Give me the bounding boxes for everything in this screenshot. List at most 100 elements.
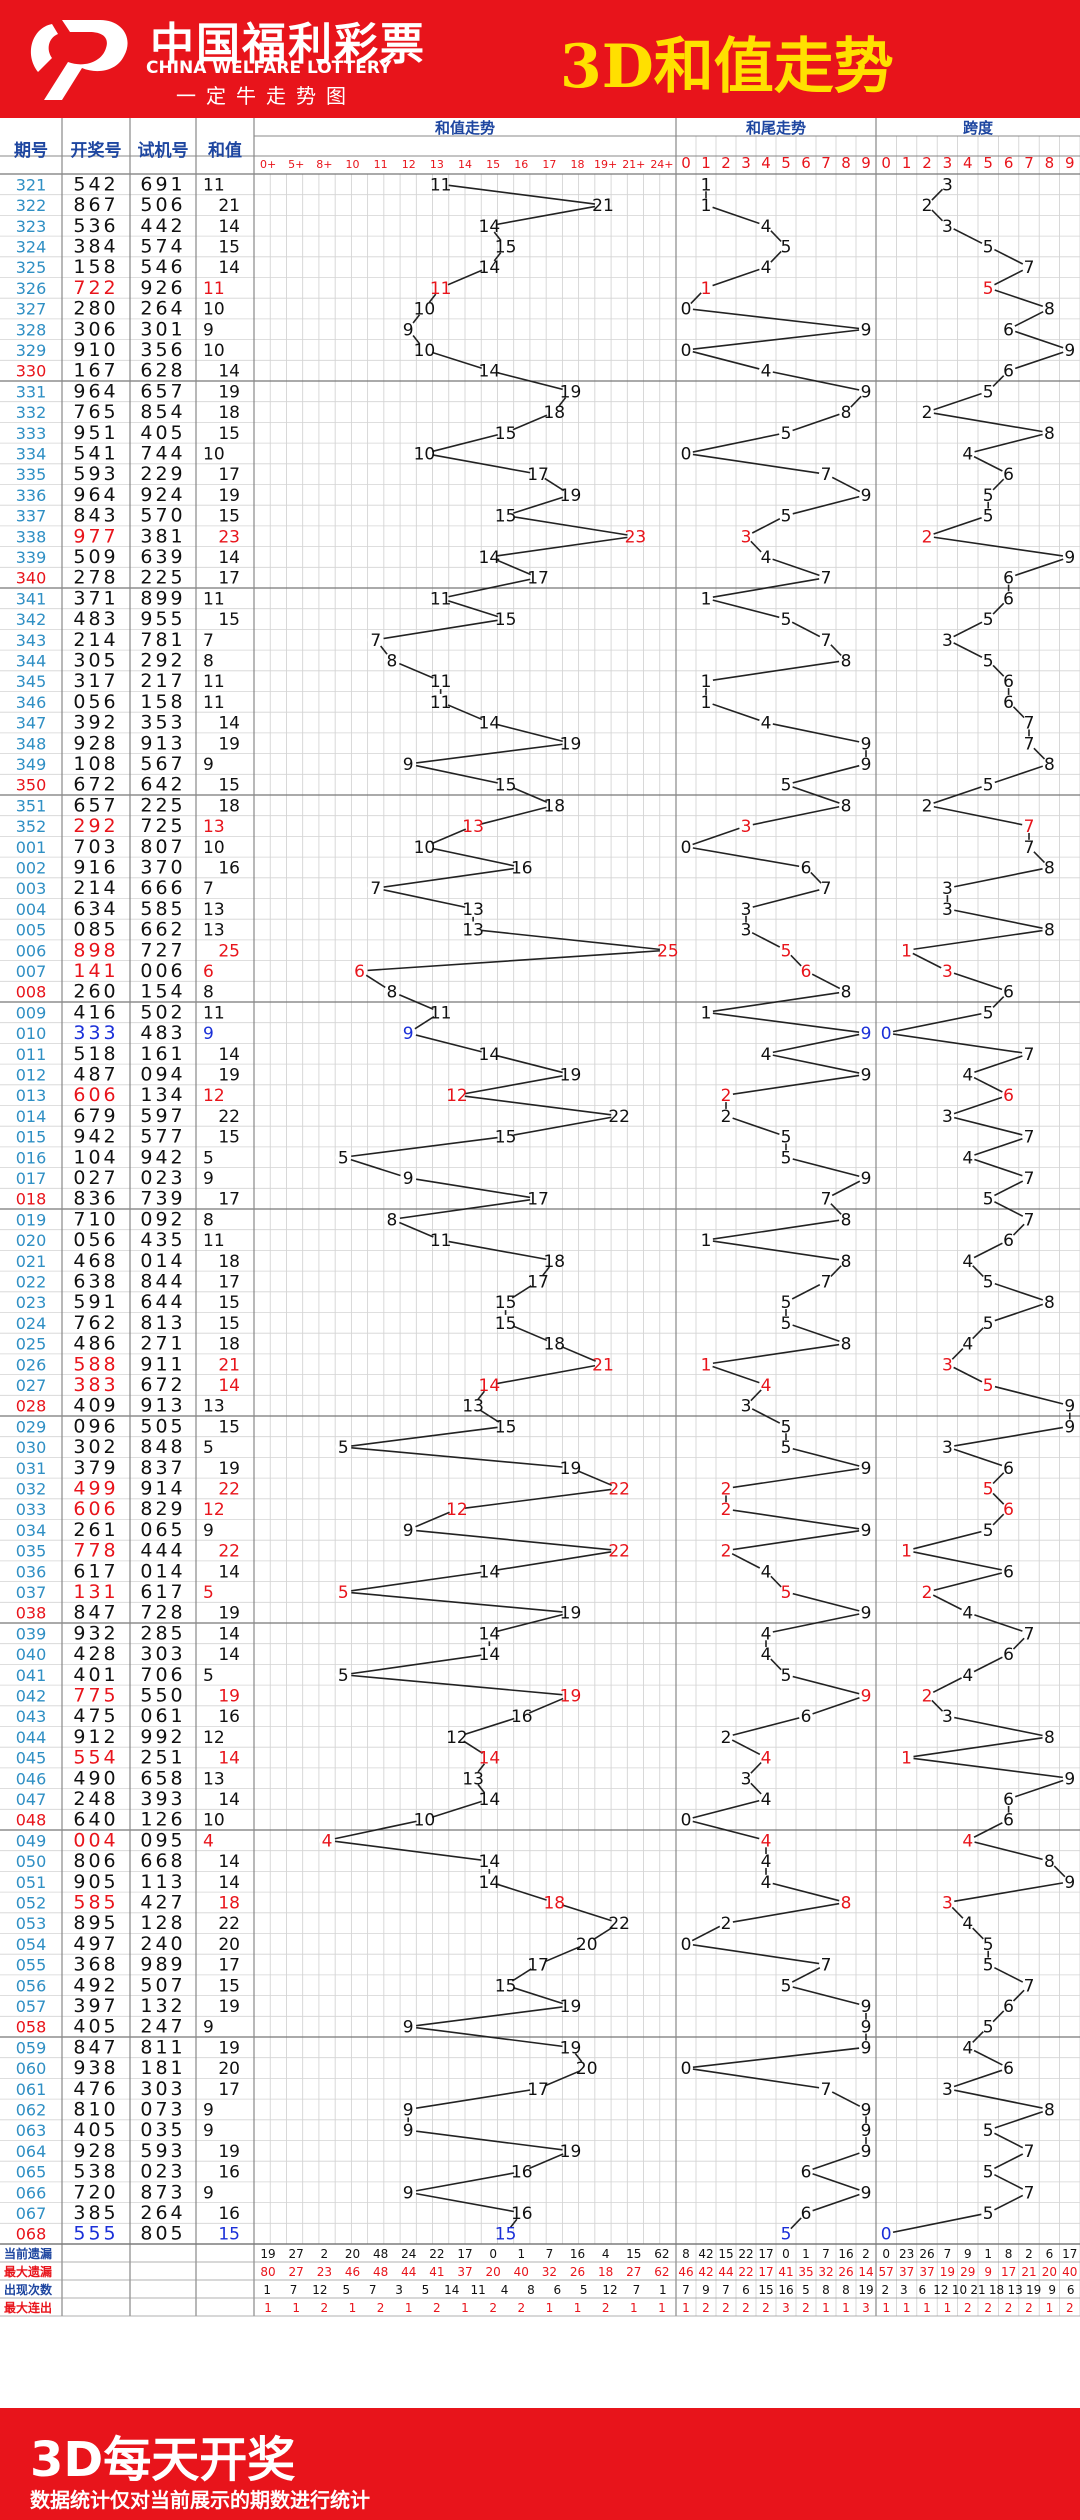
span-point xyxy=(899,1543,914,1558)
span-point xyxy=(1001,467,1016,482)
sum-point xyxy=(416,445,433,462)
span-point xyxy=(920,529,934,544)
sum-tick-label: 10 xyxy=(345,158,359,171)
sum-point-label: 22 xyxy=(608,1914,630,1934)
stats-sum-value: 1 xyxy=(517,2247,525,2261)
span-point-label: 5 xyxy=(983,2018,994,2038)
sum-value-cell: 14 xyxy=(218,1624,240,1644)
stats-span-value: 17 xyxy=(1001,2265,1016,2279)
test-number-cell: 873 xyxy=(140,2181,185,2203)
sum-point xyxy=(578,2060,595,2077)
sum-point xyxy=(432,176,449,193)
draw-number-cell: 554 xyxy=(73,1747,118,1769)
sum-value-cell: 15 xyxy=(218,1314,240,1334)
stats-span-value: 6 xyxy=(1067,2283,1075,2297)
sum-point xyxy=(400,2018,417,2035)
test-number-cell: 061 xyxy=(140,1705,185,1727)
span-point xyxy=(940,2081,955,2096)
tail-point xyxy=(719,1502,733,1517)
draw-number-cell: 720 xyxy=(73,2181,118,2203)
issue-cell: 006 xyxy=(16,941,47,960)
draw-number-cell: 384 xyxy=(73,235,118,257)
draw-number-cell: 428 xyxy=(73,1643,118,1665)
stats-sum-value: 32 xyxy=(542,2265,557,2279)
test-number-cell: 666 xyxy=(140,877,185,899)
span-point xyxy=(960,1667,975,1682)
span-point xyxy=(920,198,934,213)
issue-cell: 007 xyxy=(16,962,47,981)
draw-number-cell: 942 xyxy=(73,1126,118,1148)
sum-point xyxy=(400,1521,417,1538)
sum-point-label: 5 xyxy=(338,1583,349,1603)
tail-point-label: 1 xyxy=(701,1231,712,1251)
stats-span-value: 3 xyxy=(900,2283,908,2297)
sum-point-label: 8 xyxy=(387,983,398,1003)
sum-point-label: 16 xyxy=(511,2204,533,2224)
span-point xyxy=(1001,1812,1016,1827)
span-point-label: 2 xyxy=(922,527,933,547)
sum-point-label: 9 xyxy=(403,2121,414,2141)
span-tick-label: 3 xyxy=(943,154,953,172)
sum-tick-label: 14 xyxy=(458,158,472,171)
draw-number-cell: 486 xyxy=(73,1333,118,1355)
issue-cell: 032 xyxy=(16,1479,47,1498)
issue-cell: 321 xyxy=(16,175,47,194)
sum-value-cell: 15 xyxy=(218,1417,240,1437)
span-point xyxy=(981,1274,996,1289)
test-number-cell: 807 xyxy=(140,836,185,858)
tail-point xyxy=(819,1274,833,1289)
tail-point-label: 1 xyxy=(701,589,712,609)
draw-number-cell: 588 xyxy=(73,1353,118,1375)
sum-value-cell: 4 xyxy=(203,1831,214,1851)
test-number-cell: 095 xyxy=(140,1829,185,1851)
test-number-cell: 506 xyxy=(140,194,185,216)
span-point-label: 7 xyxy=(1024,734,1035,754)
tail-point xyxy=(779,1667,793,1682)
sum-point-label: 18 xyxy=(543,1252,565,1272)
stats-tail-value: 35 xyxy=(798,2265,813,2279)
sum-point xyxy=(335,1666,352,1683)
sum-point xyxy=(400,2184,417,2201)
issue-cell: 055 xyxy=(16,1956,47,1975)
issue-cell: 342 xyxy=(16,610,47,629)
tail-point xyxy=(759,1854,773,1869)
span-point-label: 5 xyxy=(983,1935,994,1955)
sum-value-cell: 19 xyxy=(218,1997,240,2017)
stats-sum-value: 24 xyxy=(401,2247,416,2261)
draw-number-cell: 640 xyxy=(73,1809,118,1831)
tail-point-label: 9 xyxy=(861,1686,872,1706)
draw-number-cell: 762 xyxy=(73,1312,118,1334)
span-point xyxy=(1022,1046,1036,1061)
tail-point-label: 0 xyxy=(681,838,692,858)
sum-value-cell: 23 xyxy=(218,527,240,547)
sum-value-cell: 8 xyxy=(203,651,214,671)
span-point-label: 7 xyxy=(1024,714,1035,734)
span-point-label: 2 xyxy=(922,196,933,216)
draw-number-cell: 541 xyxy=(73,442,118,464)
span-point-label: 4 xyxy=(962,1914,973,1934)
tail-point-label: 8 xyxy=(841,1252,852,1272)
sum-value-cell: 9 xyxy=(203,320,214,340)
span-point-label: 5 xyxy=(983,1479,994,1499)
tail-point-label: 8 xyxy=(841,983,852,1003)
draw-number-cell: 468 xyxy=(73,1250,118,1272)
span-point-label: 5 xyxy=(983,2163,994,2183)
draw-number-cell: 536 xyxy=(73,215,118,237)
tail-tick-label: 4 xyxy=(761,154,771,172)
span-point-label: 7 xyxy=(1024,1045,1035,1065)
test-number-cell: 225 xyxy=(140,567,185,589)
draw-number-cell: 416 xyxy=(73,1001,118,1023)
stats-span-value: 40 xyxy=(1062,2265,1077,2279)
test-number-cell: 585 xyxy=(140,898,185,920)
test-number-cell: 628 xyxy=(140,360,185,382)
tail-point xyxy=(699,1357,713,1372)
draw-number-cell: 104 xyxy=(73,1146,118,1168)
sum-point xyxy=(497,1294,514,1311)
sum-point xyxy=(611,1915,628,1932)
sum-point-label: 18 xyxy=(543,1335,565,1355)
draw-number-cell: 847 xyxy=(73,1602,118,1624)
span-point-label: 5 xyxy=(983,507,994,527)
stats-span-value: 37 xyxy=(899,2265,914,2279)
tail-point xyxy=(859,2040,873,2055)
sum-point xyxy=(335,1583,352,1600)
